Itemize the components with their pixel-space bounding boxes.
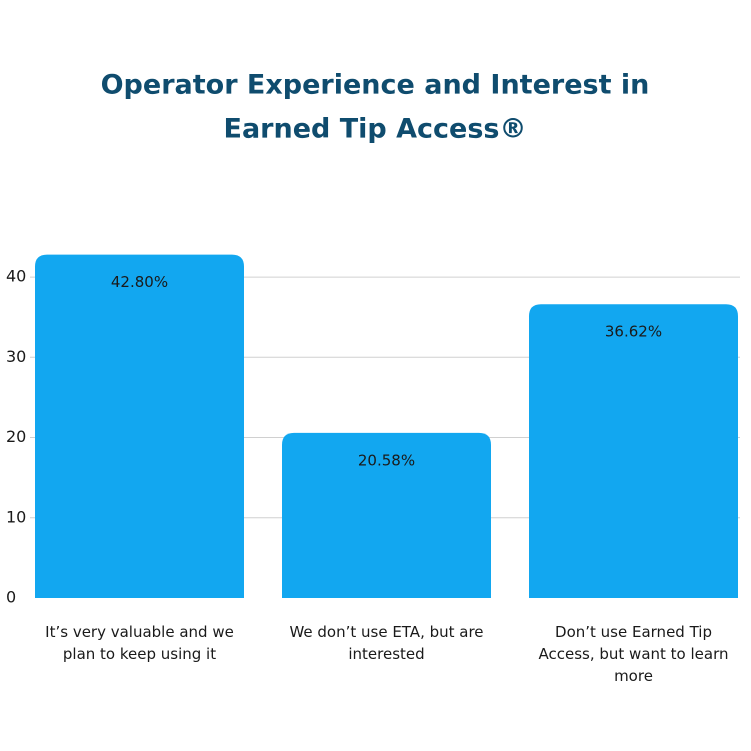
y-tick-label: 40 xyxy=(6,267,26,286)
x-tick-label: We don’t use ETA, but are interested xyxy=(289,623,483,663)
y-tick-label: 30 xyxy=(6,347,26,366)
bar xyxy=(282,432,491,598)
y-tick-label: 0 xyxy=(6,588,16,607)
x-tick-label: Don’t use Earned Tip Access, but want to … xyxy=(538,623,728,685)
value-label: 36.62% xyxy=(605,323,662,341)
chart-title: Operator Experience and Interest in xyxy=(101,70,650,101)
y-tick-label: 20 xyxy=(6,427,26,446)
bar xyxy=(35,254,244,598)
y-tick-label: 10 xyxy=(6,507,26,526)
x-tick-label: It’s very valuable and we plan to keep us… xyxy=(45,623,234,663)
bar xyxy=(529,304,738,598)
value-label: 42.80% xyxy=(111,273,168,291)
value-label: 20.58% xyxy=(358,451,415,469)
chart-title: Earned Tip Access® xyxy=(224,114,527,145)
